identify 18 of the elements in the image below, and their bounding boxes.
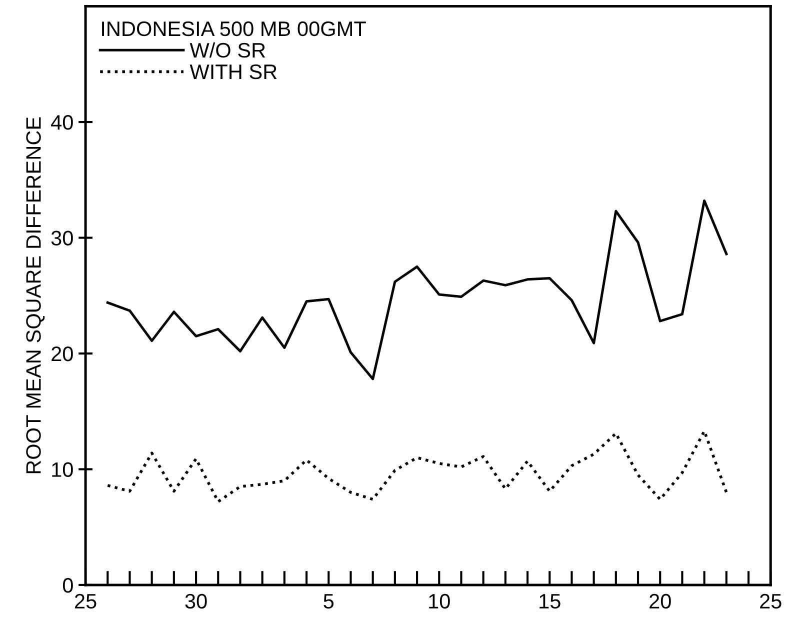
x-tick-label: 5 [324, 594, 334, 609]
x-tick-label: 20 [650, 594, 671, 609]
y-tick-label: 30 [51, 230, 73, 246]
x-tick-label: 10 [429, 594, 450, 609]
legend-label: WITH SR [190, 64, 277, 80]
x-tick-label: 30 [185, 594, 207, 609]
legend-label: W/O SR [190, 42, 266, 58]
line-series [106, 430, 728, 504]
line-series [106, 199, 728, 380]
legend-title: INDONESIA 500 MB 00GMT [102, 21, 366, 36]
y-tick-label: 20 [52, 346, 73, 362]
x-tick-label: 15 [540, 594, 560, 609]
y-axis-title: ROOT MEAN SQUARE DIFFERENCE [26, 117, 45, 474]
x-tick-label: 25 [760, 594, 782, 609]
x-tick-label: 25 [75, 594, 96, 609]
y-tick-label: 0 [62, 578, 73, 593]
y-tick-label: 40 [51, 115, 73, 130]
y-tick-label: 10 [52, 462, 73, 477]
